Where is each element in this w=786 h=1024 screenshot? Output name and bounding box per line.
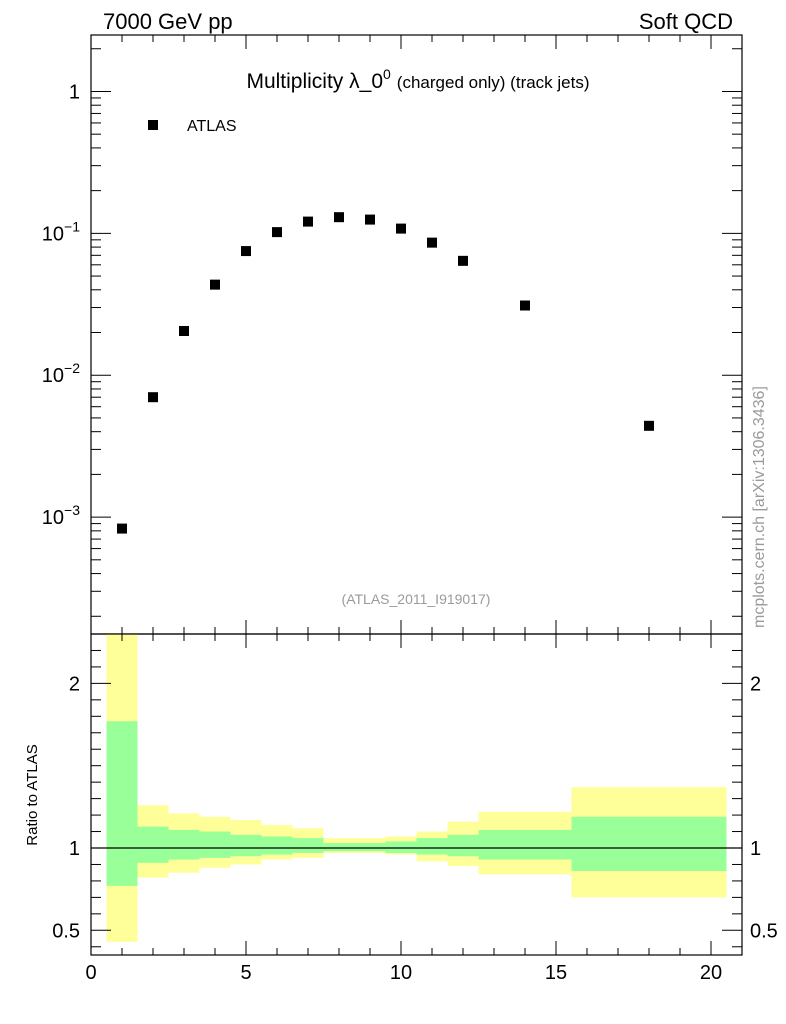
ratio-y-tick-label-left: 2 bbox=[69, 673, 80, 695]
ratio-y-tick-label-left: 0.5 bbox=[52, 920, 80, 942]
data-point-atlas bbox=[210, 279, 220, 290]
ratio-band-stat-9 bbox=[385, 841, 417, 853]
main-title-text: Multiplicity λ_0 bbox=[246, 70, 383, 93]
ratio-band-stat-6 bbox=[292, 838, 324, 853]
main-y-tick-label: 10−1 bbox=[42, 218, 80, 245]
ratio-band-stat-8 bbox=[354, 843, 386, 852]
main-y-tick-label: 10−3 bbox=[42, 502, 80, 529]
ratio-panel: Ratio to ATLAS 0 5 10 15 20 0.5 0.5 1 1 2 2 bbox=[24, 633, 778, 984]
ratio-band-stat-10 bbox=[416, 838, 448, 855]
data-point-atlas bbox=[427, 237, 437, 248]
ratio-band-stat-2 bbox=[168, 829, 200, 860]
ratio-y-tick-label-right: 0.5 bbox=[750, 920, 778, 942]
tick-exponent: −1 bbox=[64, 218, 80, 234]
header-left: 7000 GeV pp bbox=[103, 9, 233, 34]
ratio-ylabel: Ratio to ATLAS bbox=[24, 744, 41, 845]
main-panel: Multiplicity λ_00 (charged only) (track j… bbox=[42, 34, 743, 635]
data-point-atlas bbox=[241, 246, 251, 257]
legend-marker-atlas bbox=[148, 120, 158, 130]
ratio-band-stat-11 bbox=[447, 834, 479, 857]
ratio-y-tick-label-right: 2 bbox=[750, 673, 761, 695]
data-point-atlas bbox=[520, 300, 530, 311]
tick-exponent: −2 bbox=[64, 360, 80, 376]
data-point-atlas bbox=[179, 325, 189, 336]
ratio-band-stat-4 bbox=[230, 834, 262, 857]
x-tick-label: 0 bbox=[85, 962, 96, 984]
ratio-band-stat-1 bbox=[137, 826, 169, 863]
ratio-y-tick-label-left: 1 bbox=[69, 838, 80, 860]
ratio-band-stat-5 bbox=[261, 836, 293, 855]
tick-base: 10 bbox=[42, 223, 64, 245]
main-title-suffix: (charged only) (track jets) bbox=[397, 73, 590, 92]
tick-base: 10 bbox=[42, 507, 64, 529]
x-tick-label: 5 bbox=[240, 962, 251, 984]
data-point-atlas bbox=[148, 392, 158, 403]
side-label: mcplots.cern.ch [arXiv:1306.3436] bbox=[751, 386, 768, 628]
ratio-band-stat-7 bbox=[323, 843, 355, 852]
header-right: Soft QCD bbox=[639, 9, 733, 34]
ratio-band-stat-0 bbox=[106, 721, 138, 886]
reference-label: (ATLAS_2011_I919017) bbox=[342, 591, 491, 607]
data-point-atlas bbox=[272, 227, 282, 238]
x-tick-label: 10 bbox=[390, 962, 412, 984]
main-y-tick-label: 1 bbox=[69, 81, 80, 103]
data-point-atlas bbox=[117, 523, 127, 534]
legend-label-atlas: ATLAS bbox=[187, 118, 237, 135]
data-point-atlas bbox=[396, 223, 406, 234]
data-point-atlas bbox=[365, 214, 375, 225]
x-tick-label: 15 bbox=[545, 962, 567, 984]
x-tick-label: 20 bbox=[700, 962, 722, 984]
tick-exponent: −3 bbox=[64, 502, 80, 518]
data-point-atlas bbox=[644, 420, 654, 431]
main-y-tick-label: 10−2 bbox=[42, 360, 80, 387]
main-title-sup: 0 bbox=[383, 66, 391, 82]
main-title: Multiplicity λ_00 (charged only) (track j… bbox=[246, 66, 589, 93]
ratio-frame bbox=[90, 633, 743, 956]
ratio-y-tick-label-right: 1 bbox=[750, 838, 761, 860]
data-point-atlas bbox=[334, 212, 344, 223]
tick-base: 10 bbox=[42, 365, 64, 387]
tick-base: 1 bbox=[69, 81, 80, 103]
data-point-atlas bbox=[458, 255, 468, 266]
data-point-atlas bbox=[303, 216, 313, 227]
ratio-band-stat-3 bbox=[199, 831, 231, 858]
ratio-band-stat-13 bbox=[571, 816, 727, 872]
ratio-band-stat-12 bbox=[478, 829, 572, 860]
